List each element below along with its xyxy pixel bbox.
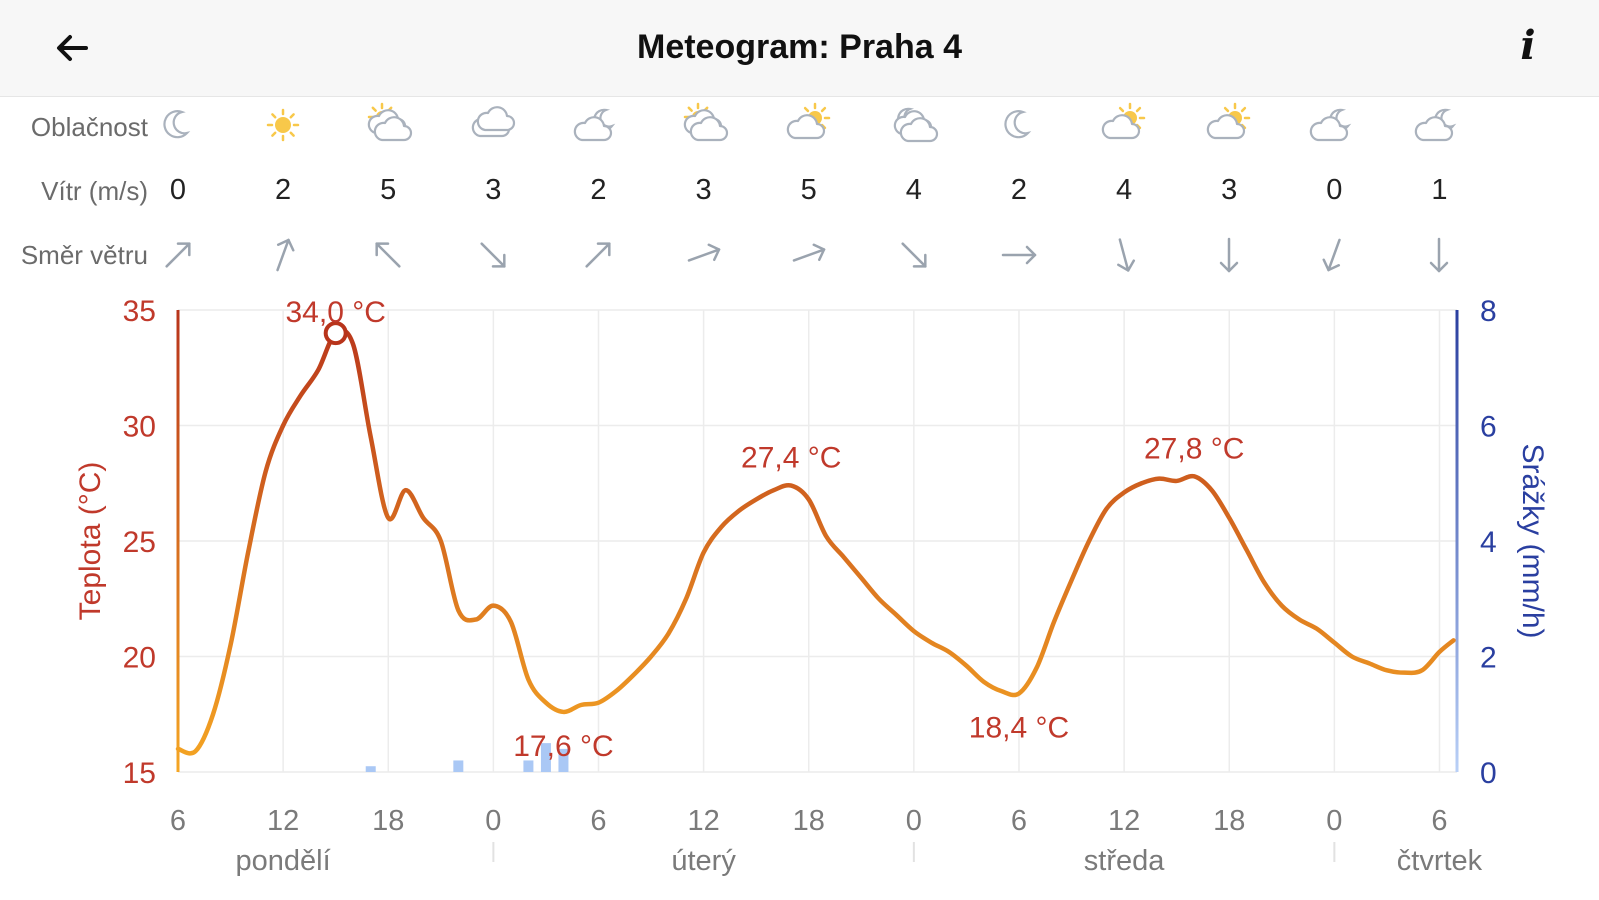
wind-speed-value: 5 bbox=[380, 174, 397, 206]
x-tick-label: 6 bbox=[1011, 805, 1027, 837]
moon-icon bbox=[989, 100, 1049, 150]
info-button[interactable]: i bbox=[1520, 22, 1536, 69]
wind-direction-arrow-icon bbox=[1304, 230, 1364, 280]
wind-direction-arrow-icon bbox=[148, 230, 208, 280]
wind-speed-value: 3 bbox=[1221, 174, 1238, 206]
wind-speed-value: 2 bbox=[275, 174, 292, 206]
wind-direction-arrow-icon bbox=[1409, 230, 1469, 280]
wind-speed-value: 4 bbox=[1116, 174, 1133, 206]
y-left-tick-label: 15 bbox=[123, 757, 156, 790]
sun-behind-cloud-icon bbox=[1094, 100, 1154, 150]
x-tick-label: 12 bbox=[687, 805, 719, 837]
y-right-tick-label: 6 bbox=[1480, 411, 1497, 444]
sun-behind-cloud-icon bbox=[1199, 100, 1259, 150]
x-tick-label: 6 bbox=[590, 805, 606, 837]
page-title: Meteogram: Praha 4 bbox=[637, 28, 962, 66]
wind-speed-value: 2 bbox=[1010, 174, 1028, 206]
moon-behind-cloud-icon bbox=[1409, 100, 1469, 150]
app-header: Meteogram: Praha 4 i bbox=[0, 0, 1599, 97]
wind-direction-arrow-icon bbox=[989, 230, 1049, 280]
wind-speed-value: 4 bbox=[905, 174, 922, 206]
x-tick-label: 0 bbox=[1326, 805, 1342, 837]
moon-behind-cloud-icon bbox=[568, 100, 628, 150]
max-temperature-marker bbox=[323, 321, 348, 346]
sun-behind-clouds-icon bbox=[358, 100, 418, 150]
wind-direction-arrow-icon bbox=[1199, 230, 1259, 280]
sun-behind-clouds-icon bbox=[674, 100, 734, 150]
wind-speed-value: 3 bbox=[485, 174, 502, 206]
x-tick-label: 12 bbox=[1108, 805, 1140, 837]
x-tick-label: 12 bbox=[267, 805, 299, 837]
wind-speed-value: 0 bbox=[1326, 174, 1343, 206]
temperature-extreme-label: 17,6 °C bbox=[513, 730, 613, 763]
x-tick-label: 18 bbox=[372, 805, 404, 837]
precipitation-bar bbox=[558, 748, 569, 772]
wind-direction-arrow-icon bbox=[358, 230, 418, 280]
day-label: pondělí bbox=[236, 845, 331, 877]
sun-behind-cloud-icon bbox=[779, 100, 839, 150]
wind-direction-arrow-icon bbox=[568, 230, 628, 280]
x-tick-label: 18 bbox=[793, 805, 825, 837]
temperature-extreme-label: 27,4 °C bbox=[741, 442, 841, 475]
wind-speed-value: 0 bbox=[169, 174, 187, 206]
day-label: čtvrtek bbox=[1397, 845, 1483, 877]
wind-direction-arrow-icon bbox=[779, 230, 839, 280]
y-right-axis-title: Srážky (mm/h) bbox=[1516, 444, 1549, 639]
y-left-tick-label: 35 bbox=[123, 295, 156, 328]
y-right-tick-label: 4 bbox=[1480, 526, 1497, 559]
moon-behind-clouds-icon bbox=[884, 100, 944, 150]
x-tick-label: 18 bbox=[1213, 805, 1245, 837]
moon-icon bbox=[148, 100, 208, 150]
cloud-icon bbox=[463, 100, 523, 150]
wind-speed-row-label: Vítr (m/s) bbox=[41, 176, 148, 206]
x-tick-label: 6 bbox=[1431, 805, 1447, 837]
precipitation-bar bbox=[453, 760, 464, 772]
y-right-tick-label: 8 bbox=[1480, 295, 1497, 328]
temperature-extreme-label: 27,8 °C bbox=[1144, 432, 1244, 465]
cloudiness-row-label: Oblačnost bbox=[30, 112, 148, 142]
precipitation-bar bbox=[540, 743, 551, 772]
y-left-tick-label: 30 bbox=[123, 411, 156, 444]
y-right-tick-label: 2 bbox=[1480, 642, 1497, 675]
y-left-axis-title: Teplota (°C) bbox=[74, 462, 107, 621]
precipitation-bar bbox=[523, 760, 534, 772]
wind-direction-row-label: Směr větru bbox=[20, 240, 148, 270]
x-tick-label: 0 bbox=[906, 805, 922, 837]
x-tick-label: 0 bbox=[485, 805, 501, 837]
wind-direction-arrow-icon bbox=[253, 230, 313, 280]
wind-direction-arrow-icon bbox=[1094, 230, 1154, 280]
wind-direction-arrow-icon bbox=[463, 230, 523, 280]
wind-speed-value: 2 bbox=[590, 174, 607, 206]
wind-direction-arrow-icon bbox=[674, 230, 734, 280]
y-left-tick-label: 25 bbox=[123, 526, 156, 559]
day-label: středa bbox=[1084, 845, 1165, 877]
x-tick-label: 6 bbox=[170, 805, 186, 837]
arrow-left-icon bbox=[57, 35, 88, 61]
precipitation-bar bbox=[365, 766, 376, 772]
back-button[interactable] bbox=[48, 24, 96, 72]
temperature-extreme-label: 18,4 °C bbox=[969, 711, 1069, 744]
temperature-line bbox=[175, 328, 1456, 756]
sun-icon bbox=[253, 100, 313, 150]
wind-speed-value: 5 bbox=[800, 174, 817, 206]
y-right-tick-label: 0 bbox=[1480, 757, 1497, 790]
temperature-extreme-label: 34,0 °C bbox=[285, 296, 385, 329]
moon-behind-cloud-icon bbox=[1304, 100, 1364, 150]
wind-speed-value: 3 bbox=[695, 174, 712, 206]
wind-speed-value: 1 bbox=[1431, 174, 1448, 206]
wind-direction-arrow-icon bbox=[884, 230, 944, 280]
day-label: úterý bbox=[671, 845, 736, 877]
y-left-tick-label: 20 bbox=[123, 642, 156, 675]
